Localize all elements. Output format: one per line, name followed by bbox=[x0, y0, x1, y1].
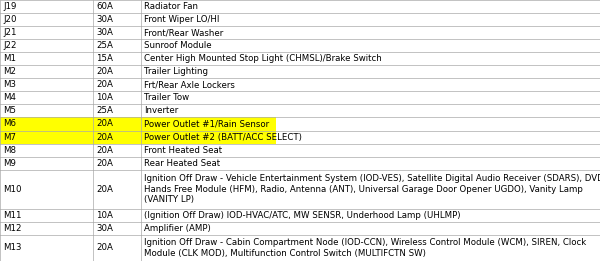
Text: Frt/Rear Axle Lockers: Frt/Rear Axle Lockers bbox=[144, 80, 235, 89]
Text: 10A: 10A bbox=[96, 93, 113, 102]
Text: 20A: 20A bbox=[96, 80, 113, 89]
Text: J20: J20 bbox=[3, 15, 17, 24]
Text: Radiator Fan: Radiator Fan bbox=[144, 2, 198, 11]
Text: M10: M10 bbox=[3, 185, 22, 194]
Text: Ignition Off Draw - Vehicle Entertainment System (IOD-VES), Satellite Digital Au: Ignition Off Draw - Vehicle Entertainmen… bbox=[144, 174, 600, 204]
Text: J22: J22 bbox=[3, 41, 17, 50]
Bar bbox=[0, 39, 600, 52]
Text: M7: M7 bbox=[3, 133, 16, 141]
Bar bbox=[0, 13, 600, 26]
Text: J19: J19 bbox=[3, 2, 16, 11]
Text: 20A: 20A bbox=[96, 244, 113, 252]
Text: Power Outlet #1/Rain Sensor: Power Outlet #1/Rain Sensor bbox=[144, 120, 269, 128]
Bar bbox=[0, 52, 600, 65]
Text: Front/Rear Washer: Front/Rear Washer bbox=[144, 28, 223, 37]
Bar bbox=[0, 130, 600, 144]
Text: 60A: 60A bbox=[96, 2, 113, 11]
Text: 30A: 30A bbox=[96, 224, 113, 233]
Text: 25A: 25A bbox=[96, 106, 113, 115]
Text: M6: M6 bbox=[3, 120, 16, 128]
Text: 25A: 25A bbox=[96, 41, 113, 50]
Text: M8: M8 bbox=[3, 146, 16, 155]
Text: M1: M1 bbox=[3, 54, 16, 63]
Bar bbox=[0, 117, 600, 130]
Text: M3: M3 bbox=[3, 80, 16, 89]
Text: M9: M9 bbox=[3, 159, 16, 168]
Text: Trailer Tow: Trailer Tow bbox=[144, 93, 189, 102]
Bar bbox=[0, 130, 276, 144]
Text: 20A: 20A bbox=[96, 120, 113, 128]
Text: Amplifier (AMP): Amplifier (AMP) bbox=[144, 224, 211, 233]
Bar bbox=[0, 0, 600, 13]
Bar bbox=[0, 26, 600, 39]
Bar bbox=[0, 104, 600, 117]
Text: Trailer Lighting: Trailer Lighting bbox=[144, 67, 208, 76]
Text: 20A: 20A bbox=[96, 67, 113, 76]
Text: M11: M11 bbox=[3, 211, 22, 220]
Bar bbox=[0, 235, 600, 261]
Text: 20A: 20A bbox=[96, 159, 113, 168]
Bar bbox=[0, 91, 600, 104]
Bar bbox=[0, 65, 600, 78]
Bar bbox=[0, 78, 600, 91]
Bar bbox=[0, 170, 600, 209]
Bar bbox=[0, 117, 276, 130]
Text: Ignition Off Draw - Cabin Compartment Node (IOD-CCN), Wireless Control Module (W: Ignition Off Draw - Cabin Compartment No… bbox=[144, 238, 586, 258]
Text: M13: M13 bbox=[3, 244, 22, 252]
Text: 20A: 20A bbox=[96, 146, 113, 155]
Text: 20A: 20A bbox=[96, 133, 113, 141]
Text: M2: M2 bbox=[3, 67, 16, 76]
Text: Power Outlet #2 (BATT/ACC SELECT): Power Outlet #2 (BATT/ACC SELECT) bbox=[144, 133, 302, 141]
Text: Inverter: Inverter bbox=[144, 106, 178, 115]
Text: 30A: 30A bbox=[96, 28, 113, 37]
Text: 20A: 20A bbox=[96, 185, 113, 194]
Text: (Ignition Off Draw) IOD-HVAC/ATC, MW SENSR, Underhood Lamp (UHLMP): (Ignition Off Draw) IOD-HVAC/ATC, MW SEN… bbox=[144, 211, 461, 220]
Text: M5: M5 bbox=[3, 106, 16, 115]
Text: M4: M4 bbox=[3, 93, 16, 102]
Text: Front Wiper LO/HI: Front Wiper LO/HI bbox=[144, 15, 220, 24]
Bar bbox=[0, 209, 600, 222]
Text: Front Heated Seat: Front Heated Seat bbox=[144, 146, 222, 155]
Bar bbox=[0, 157, 600, 170]
Bar bbox=[0, 144, 600, 157]
Text: Rear Heated Seat: Rear Heated Seat bbox=[144, 159, 220, 168]
Text: J21: J21 bbox=[3, 28, 17, 37]
Text: Sunroof Module: Sunroof Module bbox=[144, 41, 212, 50]
Text: M12: M12 bbox=[3, 224, 22, 233]
Text: Center High Mounted Stop Light (CHMSL)/Brake Switch: Center High Mounted Stop Light (CHMSL)/B… bbox=[144, 54, 382, 63]
Text: 10A: 10A bbox=[96, 211, 113, 220]
Text: 30A: 30A bbox=[96, 15, 113, 24]
Bar bbox=[0, 222, 600, 235]
Text: 15A: 15A bbox=[96, 54, 113, 63]
